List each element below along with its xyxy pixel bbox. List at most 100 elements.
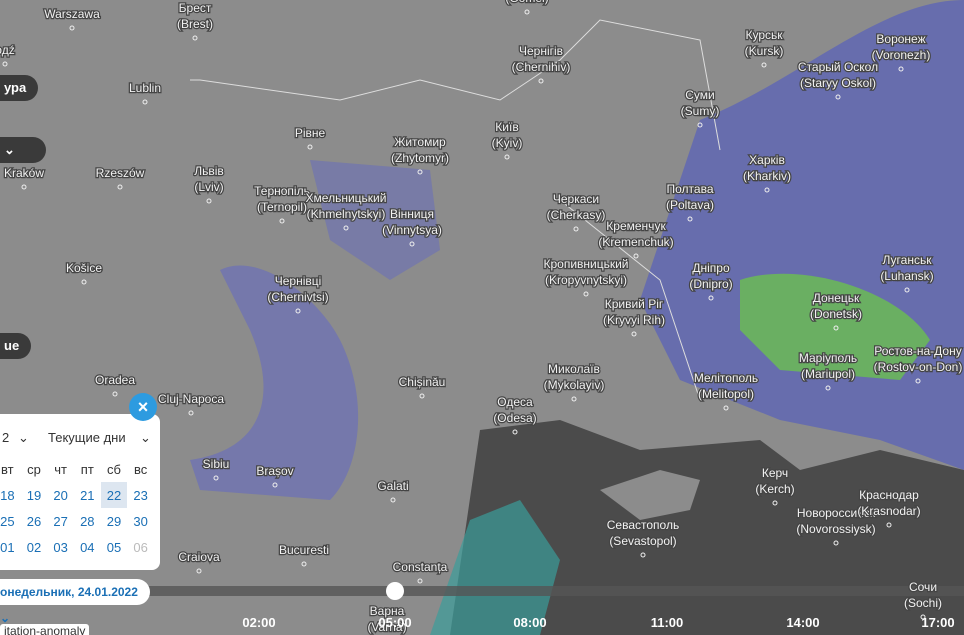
city-label: (Melitopol) bbox=[698, 387, 754, 401]
day[interactable]: 29 bbox=[106, 513, 122, 529]
date-selector[interactable]: онедельник, 24.01.2022 ⌄ bbox=[0, 579, 150, 625]
city-label: Кривий Ріг bbox=[605, 297, 664, 311]
city-label: Житомир bbox=[394, 135, 446, 149]
city-dot bbox=[538, 78, 544, 84]
city-label: Вінниця bbox=[390, 207, 434, 221]
day[interactable]: 27 bbox=[53, 513, 68, 529]
city-dot bbox=[272, 482, 278, 488]
city-dot bbox=[571, 396, 577, 402]
dropdown-button[interactable]: ⌄ bbox=[0, 137, 46, 163]
city-dot bbox=[307, 144, 313, 150]
city-label: (Kryvyi Rih) bbox=[603, 313, 665, 327]
city-label: (Novorossiysk) bbox=[796, 522, 875, 536]
day[interactable]: 20 bbox=[53, 487, 68, 503]
city-label: (Sochi) bbox=[904, 596, 942, 610]
day[interactable]: 02 bbox=[26, 539, 42, 555]
city-label: (Voronezh) bbox=[872, 48, 931, 62]
city-label: Bucuresti bbox=[279, 543, 329, 557]
date-text[interactable]: онедельник, 24.01.2022 bbox=[0, 585, 138, 599]
city-label: Одеса bbox=[497, 395, 533, 409]
city-label: (Poltava) bbox=[666, 198, 714, 212]
city-label: Ростов-на-Дону bbox=[874, 344, 961, 358]
weekday: ср bbox=[27, 461, 41, 477]
weekday: сб bbox=[106, 461, 121, 477]
city-label: Львів bbox=[194, 164, 224, 178]
city-label: Варна bbox=[370, 604, 405, 618]
city-dot bbox=[512, 429, 518, 435]
close-button[interactable]: × bbox=[129, 393, 157, 421]
city-label: Rzeszów bbox=[96, 166, 145, 180]
day[interactable]: 22 bbox=[100, 482, 128, 508]
city-dot bbox=[196, 568, 202, 574]
city-label: Kraków bbox=[4, 166, 44, 180]
day[interactable]: 01 bbox=[0, 539, 15, 555]
day[interactable]: 26 bbox=[26, 513, 42, 529]
city-dot bbox=[915, 378, 921, 384]
weekday: чт bbox=[54, 461, 67, 477]
city-dot bbox=[188, 410, 194, 416]
city-label: (Krasnodar) bbox=[857, 504, 920, 518]
city-label: Дніпро bbox=[692, 261, 730, 275]
day[interactable]: 19 bbox=[26, 487, 42, 503]
city-label: (Kerch) bbox=[755, 482, 794, 496]
city-dot bbox=[833, 325, 839, 331]
day[interactable]: 18 bbox=[0, 487, 15, 503]
menu-button[interactable]: ue bbox=[0, 333, 32, 359]
layer-button[interactable]: ура bbox=[0, 75, 39, 101]
city-label: (Odesa) bbox=[493, 411, 536, 425]
city-label: (Lviv) bbox=[194, 180, 223, 194]
city-label: (Kremenchuk) bbox=[598, 235, 673, 249]
city-label: Chișinău bbox=[399, 375, 446, 389]
day[interactable]: 28 bbox=[80, 513, 95, 529]
city-label: Кропивницький bbox=[543, 257, 628, 271]
city-label: (Luhansk) bbox=[880, 269, 933, 283]
city-dot bbox=[524, 9, 530, 15]
weekday: вт bbox=[1, 461, 14, 477]
weekday: вс bbox=[134, 461, 148, 477]
city-label: Донецьк bbox=[813, 291, 860, 305]
day[interactable]: 21 bbox=[80, 487, 95, 503]
city-label: (Chernivtsi) bbox=[267, 290, 328, 304]
day[interactable]: 30 bbox=[133, 513, 148, 529]
day[interactable]: 25 bbox=[0, 513, 15, 529]
time-label: 02:00 bbox=[242, 615, 276, 630]
city-dot bbox=[920, 614, 926, 620]
day[interactable]: 05 bbox=[106, 539, 122, 555]
city-dot bbox=[633, 253, 639, 259]
city-label: Старый Оскол bbox=[798, 60, 878, 74]
city-dot bbox=[301, 561, 307, 567]
range-select[interactable]: Текущие дни bbox=[48, 430, 126, 445]
city-dot bbox=[419, 393, 425, 399]
day[interactable]: 23 bbox=[133, 487, 148, 503]
city-label: Краснодар bbox=[859, 488, 919, 502]
city-label: Київ bbox=[495, 120, 518, 134]
city-label: Миколаїв bbox=[548, 362, 600, 376]
city-dot bbox=[504, 154, 510, 160]
city-dot bbox=[417, 578, 423, 584]
city-label: Lublin bbox=[129, 81, 161, 95]
city-dot bbox=[835, 94, 841, 100]
city-label: Черкаси bbox=[553, 192, 599, 206]
city-dot bbox=[687, 216, 693, 222]
calendar: 2 ⌄ Текущие дни ⌄ вт ср чт пт сб вс 18 19 20 21 22… bbox=[0, 414, 160, 570]
city-dot bbox=[142, 99, 148, 105]
city-label: Брест bbox=[179, 1, 212, 15]
city-dot bbox=[708, 295, 714, 301]
city-dot bbox=[295, 308, 301, 314]
city-label: (Sumy) bbox=[681, 104, 720, 118]
city-dot bbox=[723, 405, 729, 411]
calendar-grid: вт ср чт пт сб вс 18 19 20 21 22 23 25 26 27 28 29 30 01 02… bbox=[0, 456, 154, 560]
day[interactable]: 06 bbox=[133, 539, 148, 555]
time-label: 14:00 bbox=[786, 615, 820, 630]
month-select[interactable]: 2 bbox=[2, 430, 10, 445]
city-label: Warszawa bbox=[44, 7, 100, 21]
city-label: Чернівці bbox=[275, 274, 322, 288]
city-label: Мелітополь bbox=[694, 371, 758, 385]
city-label: Sibiu bbox=[203, 457, 230, 471]
day[interactable]: 03 bbox=[53, 539, 68, 555]
city-dot bbox=[904, 287, 910, 293]
city-label: (Vinnytsya) bbox=[382, 223, 442, 237]
day[interactable]: 04 bbox=[80, 539, 95, 555]
